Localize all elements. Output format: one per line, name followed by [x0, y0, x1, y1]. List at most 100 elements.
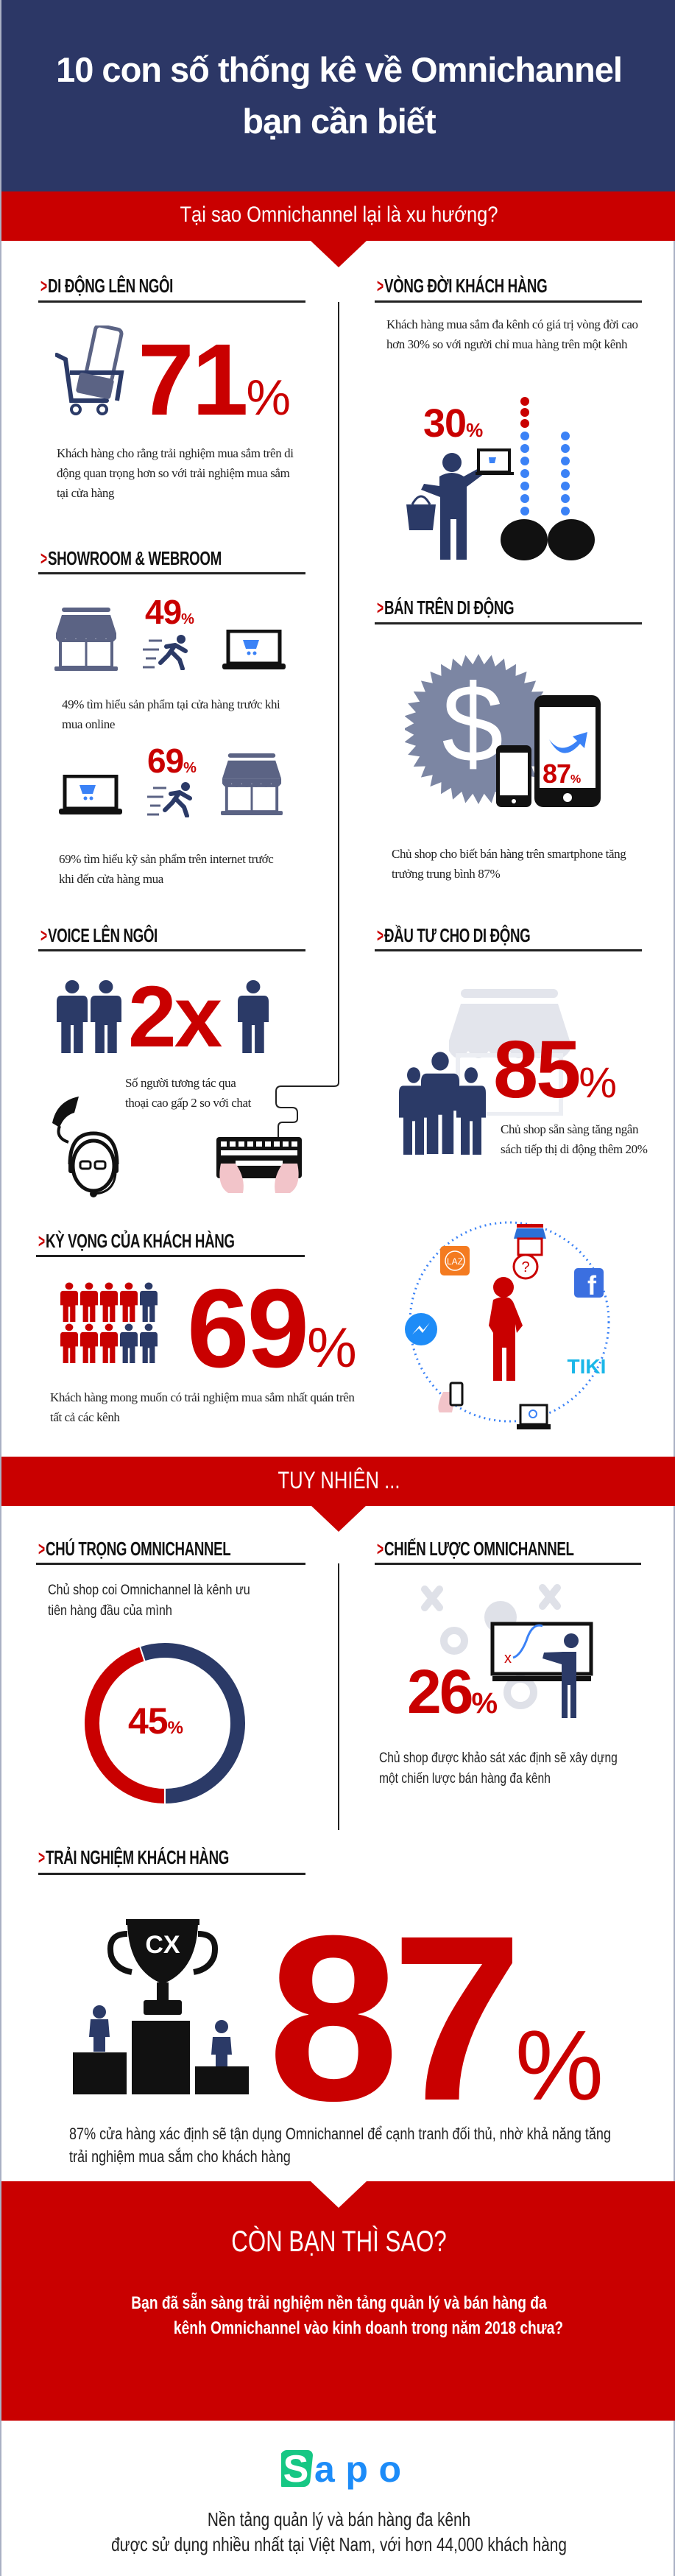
desc-showroom-1: 49% tìm hiểu sản phẩm tại cửa hàng trước… — [62, 697, 280, 731]
svg-text:x: x — [504, 1650, 512, 1667]
header-banner — [1, 0, 675, 191]
section-heading-showroom: > SHOWROOM & WEBROOM — [40, 546, 222, 569]
person-icon — [80, 1282, 98, 1322]
person-icon — [100, 1323, 118, 1363]
laptop-search-icon — [517, 1404, 551, 1429]
people-grid — [60, 1282, 160, 1365]
stat-lifecycle: 30% — [423, 401, 484, 446]
keyboard-cable — [275, 1075, 339, 1138]
chevron-right-icon: > — [377, 1537, 384, 1560]
desc-lifecycle: Khách hàng mua sắm đa kênh có giá trị vò… — [386, 317, 638, 351]
person-icon — [60, 1323, 78, 1363]
svg-text:?: ? — [521, 1259, 529, 1275]
section-heading-expectation: > KỲ VỌNG CỦA KHÁCH HÀNG — [38, 1229, 235, 1252]
laptop-cart-icon — [59, 775, 122, 814]
heading-underline — [36, 1563, 305, 1565]
person-icon — [120, 1323, 138, 1363]
section-heading-invest: > ĐẦU TƯ CHO DI ĐỘNG — [377, 923, 531, 946]
subtitle-pointer — [311, 241, 367, 267]
svg-text:apo: apo — [314, 2449, 401, 2490]
stat-showroom-2: 69% — [147, 742, 197, 780]
stat-invest: 85% — [493, 1024, 617, 1115]
section-heading-voice: > VOICE LÊN NGÔI — [40, 923, 158, 946]
person-icon — [100, 1282, 118, 1322]
heading-underline — [36, 1255, 305, 1257]
subtitle-band — [1, 191, 675, 241]
page-title-line2: bạn cần biết — [242, 102, 436, 141]
chevron-right-icon: > — [377, 274, 384, 297]
running-person-icon — [147, 782, 192, 817]
heading-underline — [375, 1563, 641, 1565]
tiki-icon: TIKI — [568, 1355, 607, 1378]
chevron-right-icon: > — [40, 923, 48, 946]
chevron-right-icon: > — [377, 923, 384, 946]
heading-underline — [375, 300, 642, 303]
donut-chart — [83, 1641, 247, 1806]
chevron-right-icon: > — [38, 1229, 46, 1252]
section-heading-cx: > TRẢI NGHIỆM KHÁCH HÀNG — [38, 1845, 230, 1868]
shopper-piggy-bank-icon — [406, 397, 595, 560]
svg-text:LAZ: LAZ — [447, 1256, 463, 1267]
heading-underline — [38, 572, 305, 574]
call-center-agent-icon — [52, 1097, 119, 1197]
stat-showroom-1: 49% — [145, 593, 194, 631]
omnichannel-circle-diagram: LAZ f TIKI ? — [405, 1221, 610, 1429]
person-icon — [140, 1282, 158, 1322]
heading-underline — [38, 1873, 305, 1875]
desc-cx: 87% cửa hàng xác định sẽ tận dụng Omnich… — [69, 2125, 612, 2166]
stat-focus: 45% — [128, 1700, 183, 1742]
page-title-line1: 10 con số thống kê về Omnichannel — [56, 50, 623, 89]
desc-expectation: Khách hàng mong muốn có trải nghiệm mua … — [50, 1390, 355, 1424]
footer-line1: Nền tảng quản lý và bán hàng đa kênh — [207, 2508, 471, 2530]
column-divider — [338, 1563, 339, 1830]
person-icon — [91, 979, 121, 1053]
section-heading-strategy: > CHIẾN LƯỢC OMNICHANNEL — [377, 1537, 574, 1560]
stat-strategy: 26% — [407, 1657, 498, 1726]
running-person-icon — [143, 635, 188, 670]
person-icon — [80, 1323, 98, 1363]
messenger-icon — [405, 1313, 437, 1345]
footer-line2: được sử dụng nhiều nhất tại Việt Nam, vớ… — [111, 2533, 567, 2555]
svg-text:f: f — [587, 1270, 597, 1301]
cta-band — [1, 2181, 675, 2421]
person-icon — [140, 1323, 158, 1363]
cta-title: CÒN BẠN THÌ SAO? — [231, 2225, 447, 2258]
subtitle: Tại sao Omnichannel lại là xu hướng? — [180, 203, 498, 227]
smartphones-growth-icon — [496, 695, 601, 807]
section-heading-focus: > CHÚ TRỌNG OMNICHANNEL — [38, 1537, 231, 1560]
keyboard-typing-icon — [216, 1137, 302, 1193]
however-band — [1, 1457, 675, 1506]
desc-mobile-sales: Chủ shop cho biết bán hàng trên smartpho… — [392, 847, 626, 881]
laptop-cart-icon — [222, 630, 286, 669]
donut-segment-rest — [138, 1641, 247, 1806]
stat-mobile: 71% — [138, 323, 291, 437]
heading-underline — [38, 949, 305, 951]
desc-showroom-2: 69% tìm hiểu kỹ sản phẩm trên internet t… — [59, 852, 274, 886]
storefront-icon — [221, 753, 283, 815]
stat-cx: 87% — [268, 1886, 604, 2150]
desc-voice: Số người tương tác qua thoại cao gấp 2 s… — [125, 1076, 251, 1110]
svg-text:S: S — [283, 2449, 309, 2491]
heading-underline — [375, 622, 642, 624]
strategy-board-icon: x — [421, 1584, 593, 1718]
person-icon — [57, 979, 88, 1053]
desc-strategy: Chủ shop được khảo sát xác định sẽ xây d… — [379, 1750, 618, 1787]
confused-shopper-icon: ? — [489, 1253, 539, 1381]
however-pointer — [311, 1505, 367, 1532]
svg-text:TIKI: TIKI — [568, 1355, 607, 1378]
chevron-right-icon: > — [40, 546, 48, 569]
stat-voice: 2x — [128, 968, 222, 1066]
person-icon — [120, 1282, 138, 1322]
desc-invest: Chủ shop sẵn sàng tăng ngân sách tiếp th… — [501, 1122, 648, 1156]
stat-mobile-sales: 87% — [543, 759, 582, 789]
cta-pointer — [311, 2181, 367, 2208]
chevron-right-icon: > — [38, 1537, 46, 1560]
trophy-podium-icon: CX — [73, 1919, 249, 2094]
cta-line1: Bạn đã sẵn sàng trải nghiệm nền tảng quả… — [131, 2293, 547, 2313]
section-heading-mobile: > DI ĐỘNG LÊN NGÔI — [40, 274, 174, 297]
chevron-right-icon: > — [377, 596, 384, 619]
cta-line2: kênh Omnichannel vào kinh doanh trong nă… — [173, 2318, 564, 2338]
heading-underline — [375, 949, 642, 951]
svg-text:CX: CX — [145, 1931, 180, 1959]
